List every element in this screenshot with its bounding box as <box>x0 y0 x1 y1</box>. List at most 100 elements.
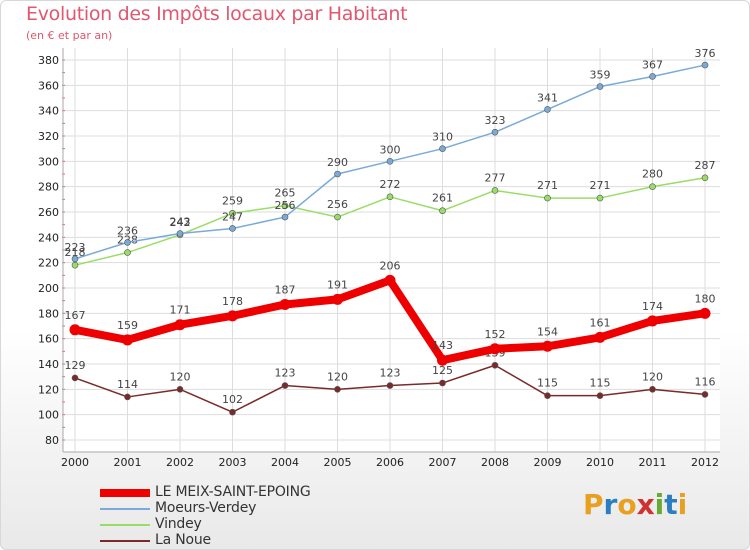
data-label: 300 <box>380 143 401 156</box>
x-tick-label: 2008 <box>481 456 509 469</box>
data-point <box>649 73 656 80</box>
y-tick-label: 380 <box>38 54 59 67</box>
data-label: 287 <box>695 159 716 172</box>
data-point <box>71 255 79 263</box>
chart-subtitle: (en € et par an) <box>26 29 113 42</box>
data-point <box>542 340 553 352</box>
data-label: 125 <box>432 364 453 377</box>
data-label: 376 <box>695 47 716 60</box>
data-label: 123 <box>275 367 296 380</box>
data-point <box>544 106 551 113</box>
data-label: 236 <box>117 224 138 237</box>
line-chart: 80 100 120 140 160 180 200 220 240 260 280 300 320 34… <box>38 47 720 469</box>
data-point <box>701 391 709 398</box>
data-label: 120 <box>327 370 348 383</box>
data-label: 242 <box>170 216 191 229</box>
y-tick-label: 340 <box>38 105 59 118</box>
data-label: 174 <box>642 300 663 313</box>
y-tick-label: 260 <box>38 206 59 219</box>
y-tick-label: 360 <box>38 79 59 92</box>
data-label: 161 <box>590 316 611 329</box>
data-label: 143 <box>432 339 453 352</box>
data-point <box>491 187 499 194</box>
data-point <box>596 83 604 90</box>
y-tick-label: 180 <box>38 307 59 320</box>
data-point <box>491 361 499 369</box>
data-point <box>71 374 79 382</box>
data-point <box>229 408 236 416</box>
data-point <box>439 207 446 215</box>
data-point <box>594 331 606 343</box>
data-point <box>649 386 656 393</box>
data-label: 123 <box>380 367 401 380</box>
data-label: 259 <box>222 194 243 207</box>
data-point <box>334 386 341 393</box>
data-point <box>124 393 131 401</box>
data-point <box>69 324 81 336</box>
data-label: 171 <box>170 304 191 317</box>
y-tick-label: 100 <box>38 409 59 422</box>
data-label: 223 <box>65 241 86 254</box>
data-label: 114 <box>117 378 138 391</box>
y-tick-label: 160 <box>38 333 59 346</box>
data-point <box>596 392 604 399</box>
x-tick-label: 2009 <box>534 456 562 469</box>
data-point <box>227 310 238 322</box>
x-tick-label: 2007 <box>429 456 457 469</box>
data-point <box>124 239 131 246</box>
x-tick-label: 2006 <box>376 456 404 469</box>
logo-letter: i <box>677 488 688 521</box>
data-label: 323 <box>485 114 506 127</box>
legend-swatch <box>100 540 150 542</box>
data-point <box>384 274 396 286</box>
data-point <box>122 334 133 346</box>
x-tick-label: 2004 <box>271 456 299 469</box>
data-point <box>437 354 448 366</box>
proxiti-logo: Proxiti <box>583 488 687 521</box>
data-label: 261 <box>432 192 453 205</box>
logo-letter: r <box>603 488 618 521</box>
logo-letter: P <box>583 488 604 521</box>
y-tick-label: 280 <box>38 181 59 194</box>
x-tick-label: 2002 <box>166 456 194 469</box>
y-tick-label: 120 <box>38 383 59 396</box>
data-point <box>71 261 79 269</box>
data-point <box>491 128 499 136</box>
data-label: 277 <box>485 171 506 184</box>
x-tick-label: 2005 <box>324 456 352 469</box>
data-point <box>176 386 184 393</box>
y-tick-label: 220 <box>38 257 59 270</box>
data-label: 102 <box>222 393 243 406</box>
data-label: 271 <box>537 179 558 192</box>
legend-swatch <box>100 508 150 510</box>
data-label: 271 <box>590 179 611 192</box>
data-point <box>544 194 551 202</box>
y-tick-label: 320 <box>38 130 59 143</box>
x-tick-label: 2010 <box>586 456 614 469</box>
x-tick-label: 2003 <box>219 456 247 469</box>
data-point <box>281 213 289 221</box>
data-label: 180 <box>695 292 716 305</box>
data-label: 218 <box>65 246 86 259</box>
data-point <box>124 249 131 256</box>
data-label: 265 <box>275 187 296 200</box>
data-label: 290 <box>327 156 348 169</box>
data-label: 120 <box>642 370 663 383</box>
data-label: 129 <box>65 359 86 372</box>
data-label: 243 <box>170 216 191 229</box>
data-label: 167 <box>65 309 86 322</box>
data-point <box>334 213 341 221</box>
data-point <box>701 61 709 69</box>
x-tick-label: 2001 <box>114 456 142 469</box>
data-label: 272 <box>380 178 401 191</box>
data-point <box>544 392 551 399</box>
data-label: 191 <box>327 278 348 291</box>
data-point <box>699 307 711 319</box>
data-point <box>596 194 604 202</box>
legend-swatch <box>100 524 150 526</box>
data-point <box>334 170 341 178</box>
legend-label: La Noue <box>155 532 211 548</box>
data-label: 116 <box>695 375 716 388</box>
data-label: 115 <box>537 377 558 390</box>
logo-letter: i <box>654 488 665 521</box>
